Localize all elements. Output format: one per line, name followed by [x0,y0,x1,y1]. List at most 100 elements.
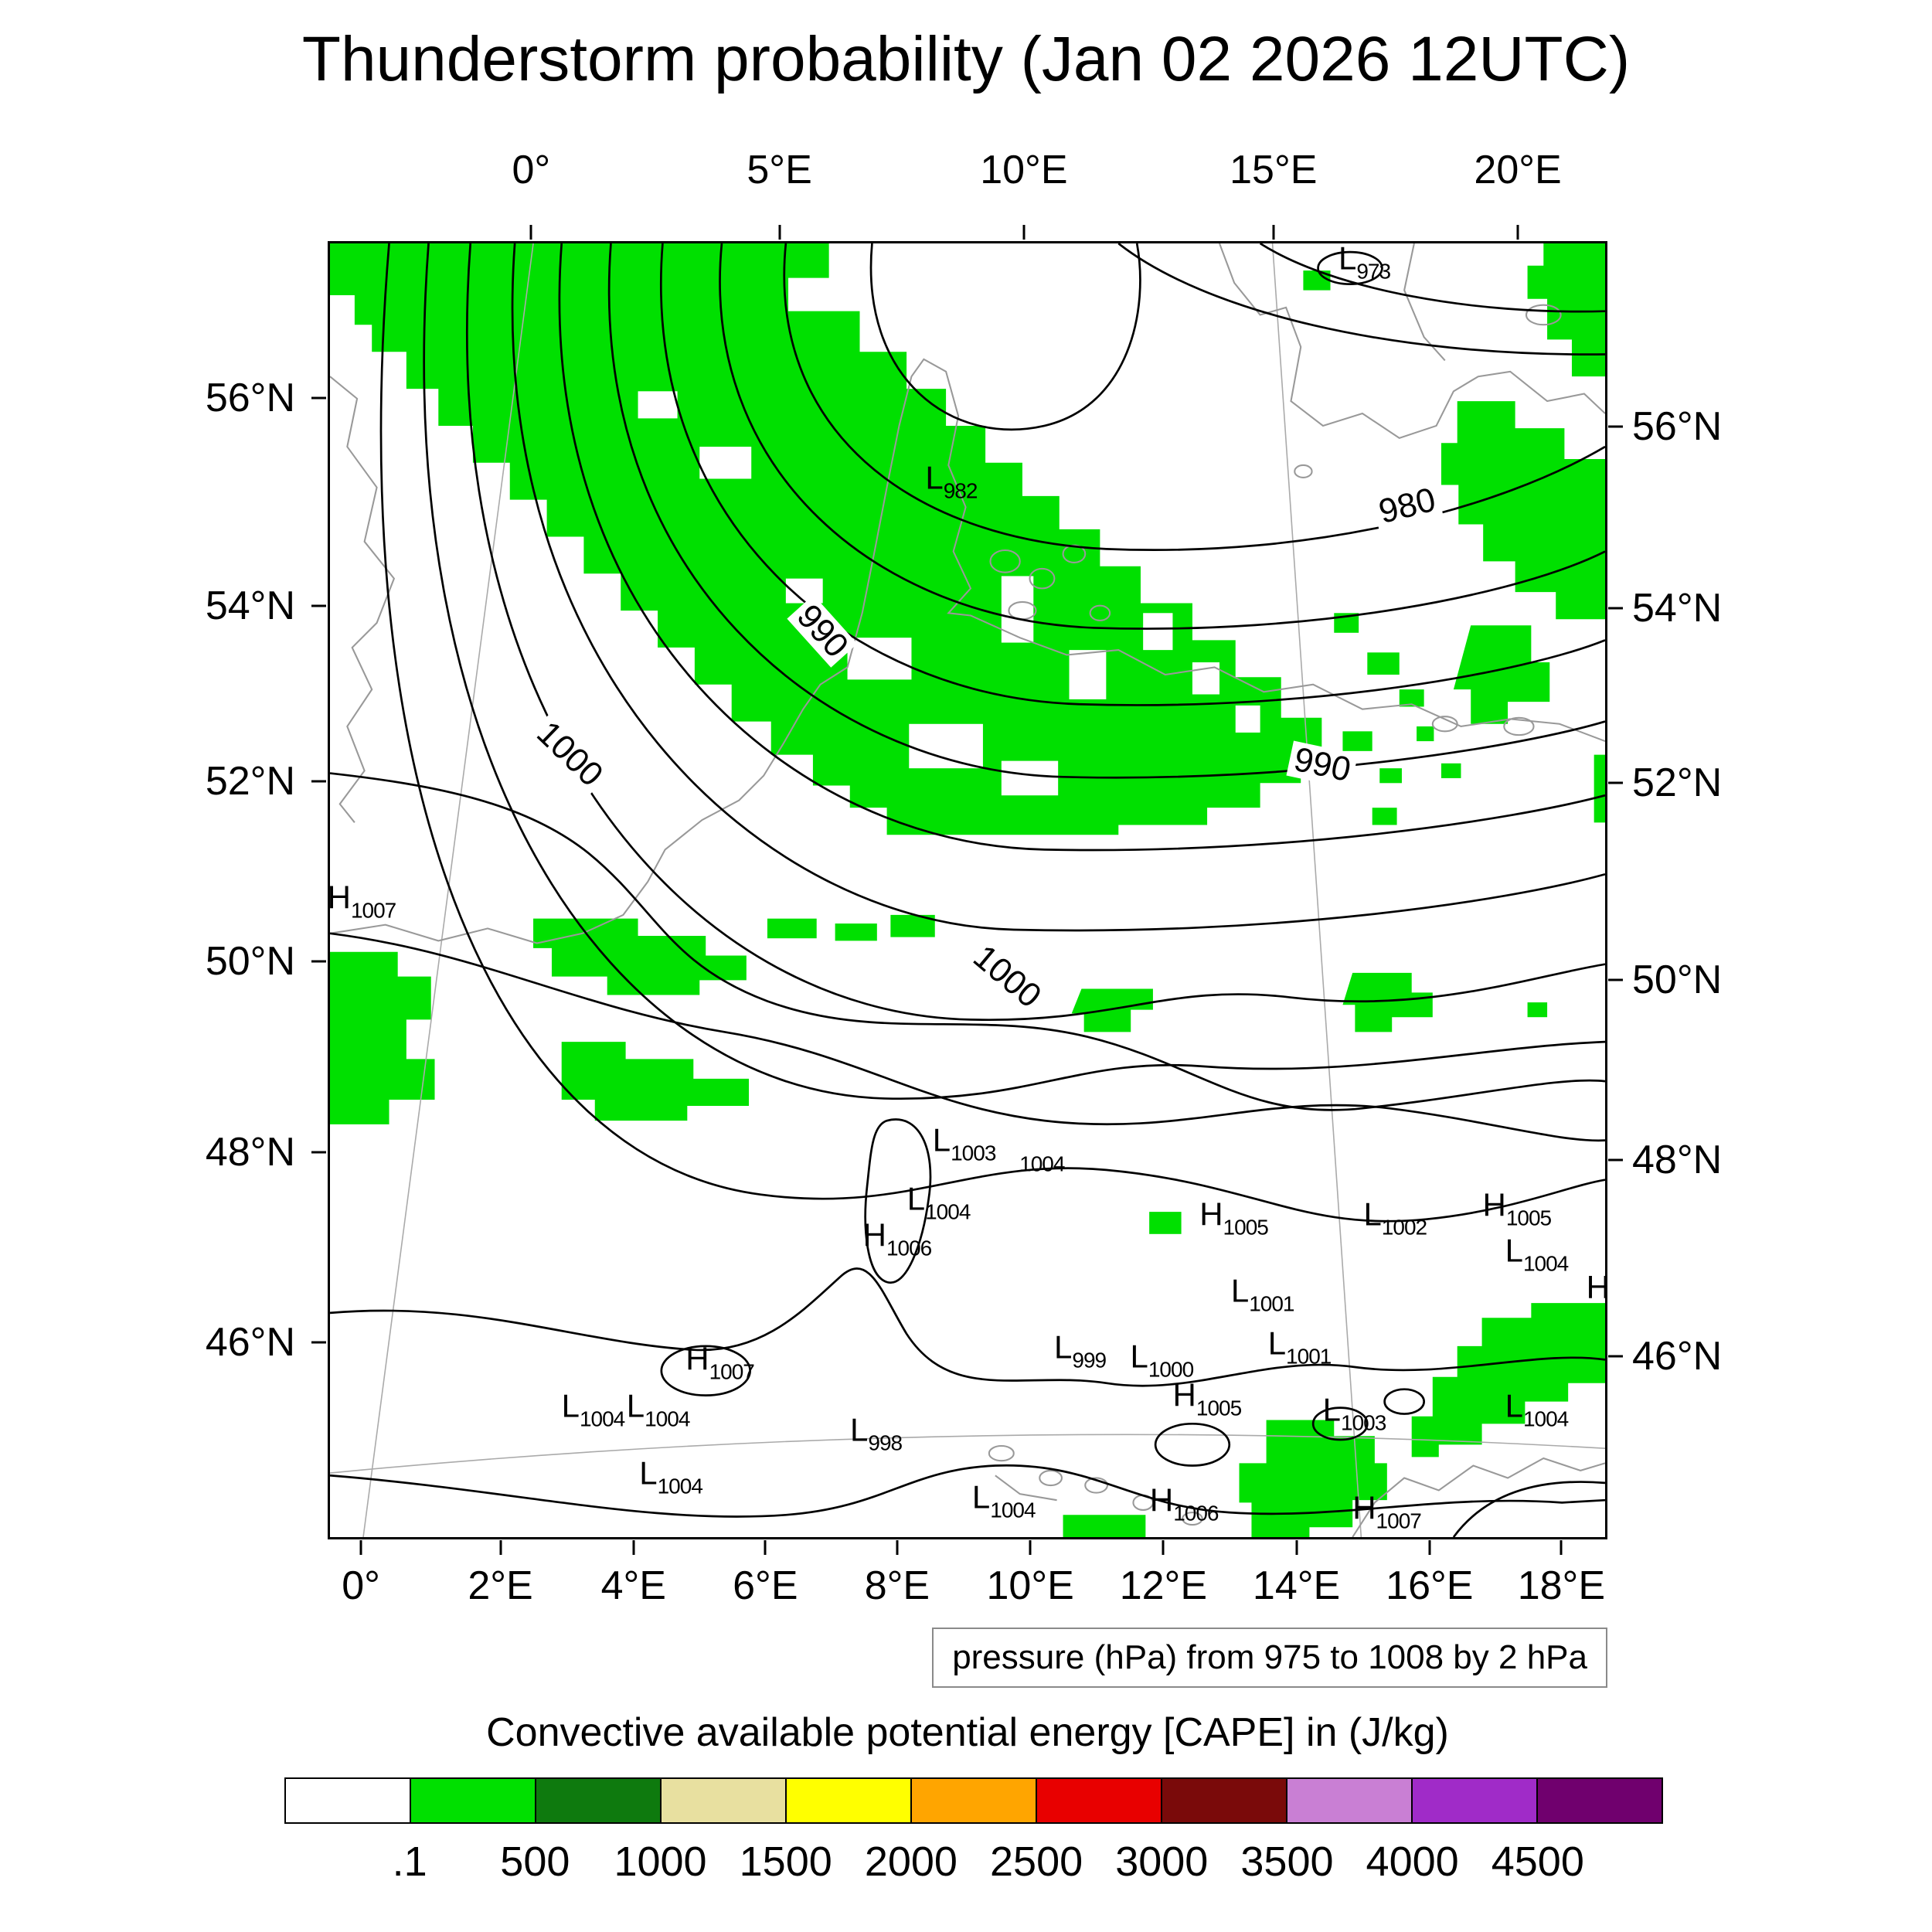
lon-tick-label: 20°E [1474,148,1562,192]
axis-tick [311,780,326,783]
axis-tick [1560,1540,1563,1555]
colorbar-cell [660,1777,787,1824]
pressure-center-label: L1004 [561,1387,626,1430]
pressure-center-label: L998 [850,1411,903,1455]
lon-tick-label: 8°E [864,1563,930,1608]
pressure-center-label: L1004 [907,1182,971,1223]
pressure-center-label: L1000 [1130,1338,1195,1380]
colorbar-cell [785,1777,912,1824]
pressure-value: 1004 [990,1498,1036,1522]
coastlines [330,243,1605,1537]
lon-tick-label: 10°E [980,148,1068,192]
pressure-value: 1006 [1173,1501,1219,1526]
pressure-center-label: H1006 [1150,1484,1219,1524]
pressure-contours [330,243,1605,1537]
axis-tick [311,960,326,963]
pressure-value: 998 [868,1430,903,1455]
colorbar-cell [910,1777,1037,1824]
pressure-center-label: H1007 [685,1342,755,1383]
pressure-value: 1007 [1376,1509,1422,1533]
low-letter: L [561,1387,580,1424]
low-letter: L [1505,1232,1523,1269]
pressure-value: 1002 [1381,1215,1427,1240]
lat-tick-label: 52°N [205,758,295,804]
colorbar-tick-label: 2000 [864,1838,957,1885]
pressure-center-label: L982 [925,461,978,503]
low-letter: L [850,1411,869,1448]
pressure-value: 1005 [1223,1215,1269,1240]
axis-top-ticks [328,225,1607,240]
contour-value-label: 990 [787,594,858,668]
low-letter: L [639,1454,658,1492]
contour-value-label: 1000 [526,712,613,797]
pressure-value: 1004 [1019,1151,1065,1176]
colorbar-tick-labels: .1 500 1000 1500 2000 2500 3000 3500 4000 4500 [284,1838,1663,1889]
lat-tick-label: 56°N [1632,404,1723,450]
pressure-center-label: L1004 [1505,1232,1570,1276]
pressure-center-label: L999 [1054,1331,1107,1372]
low-letter: L [1130,1338,1148,1375]
pressure-note-box: pressure (hPa) from 975 to 1008 by 2 hPa [932,1628,1607,1688]
colorbar-cell [535,1777,662,1824]
pressure-value: 1003 [951,1141,996,1165]
lat-tick-label: 50°N [1632,957,1723,1002]
pressure-value: 1004 [1522,1251,1569,1276]
chart-title: Thunderstorm probability (Jan 02 2026 12… [301,24,1631,94]
pressure-center-label: L1003 [932,1121,997,1165]
low-letter: L [1322,1391,1342,1428]
high-letter: H [1586,1268,1607,1305]
graticule-lines [330,243,1605,1537]
axis-right-ticks [1608,241,1623,1539]
pressure-center-label: L1004 [626,1387,691,1431]
axis-tick [1516,225,1519,240]
low-letter: L [1363,1196,1382,1233]
lon-tick-label: 12°E [1119,1563,1208,1608]
colorbar-cell [410,1777,536,1824]
axis-tick [764,1540,767,1555]
low-letter: L [626,1387,645,1424]
low-letter: L [932,1121,951,1158]
colorbar-tick-label: 4000 [1366,1838,1459,1885]
colorbar-cell [284,1777,411,1824]
colorbar-tick-label: 500 [500,1838,570,1885]
high-letter: H [1172,1376,1196,1413]
lon-tick-label: 4°E [600,1563,666,1608]
colorbar [284,1777,1663,1824]
lon-tick-label: 6°E [733,1563,798,1608]
lat-tick-label: 46°N [1632,1334,1723,1379]
cape-shading-holes [638,391,1260,796]
colorbar-tick-label: 1500 [739,1838,832,1885]
colorbar-tick-label: .1 [392,1838,427,1885]
pressure-center-label: H1005 [1482,1186,1553,1230]
pressure-value: 1007 [350,898,396,923]
lat-tick-label: 54°N [1632,586,1723,631]
axis-tick [311,1341,326,1344]
high-letter: H [862,1216,886,1253]
pressure-label-layer: L973 L982 H1007 L1003 1004 L1004 H1006 H1005 L10… [330,243,1605,1537]
colorbar-tick-label: 4500 [1491,1838,1584,1885]
axis-tick [1608,781,1623,784]
pressure-value: 999 [1072,1348,1107,1372]
pressure-value: 982 [943,478,978,503]
high-letter: H [1199,1196,1223,1233]
pressure-value: 1004 [645,1406,690,1431]
pressure-value: 1004 [657,1474,703,1498]
high-letter: H [1352,1489,1376,1526]
colorbar-cell [1161,1777,1287,1824]
colorbar-cell [1036,1777,1162,1824]
lat-tick-label: 54°N [205,583,295,629]
lon-tick-label: 5°E [747,148,812,192]
pressure-center-label: L1003 [1322,1391,1387,1434]
axis-tick [778,225,781,240]
lon-tick-label: 2°E [468,1563,533,1608]
axis-tick [311,604,326,607]
high-letter: H [1482,1186,1506,1223]
pressure-center-label: 1004 [1019,1134,1065,1176]
low-letter: L [1267,1325,1287,1362]
axis-left-ticks [311,241,326,1539]
axis-bottom-labels: 0° 2°E 4°E 6°E 8°E 10°E 12°E 14°E 16°E 18°E [328,1563,1607,1618]
lon-tick-label: 14°E [1252,1563,1341,1608]
pressure-center-label: H1005 [1172,1376,1243,1420]
lat-tick-label: 48°N [1632,1138,1723,1183]
